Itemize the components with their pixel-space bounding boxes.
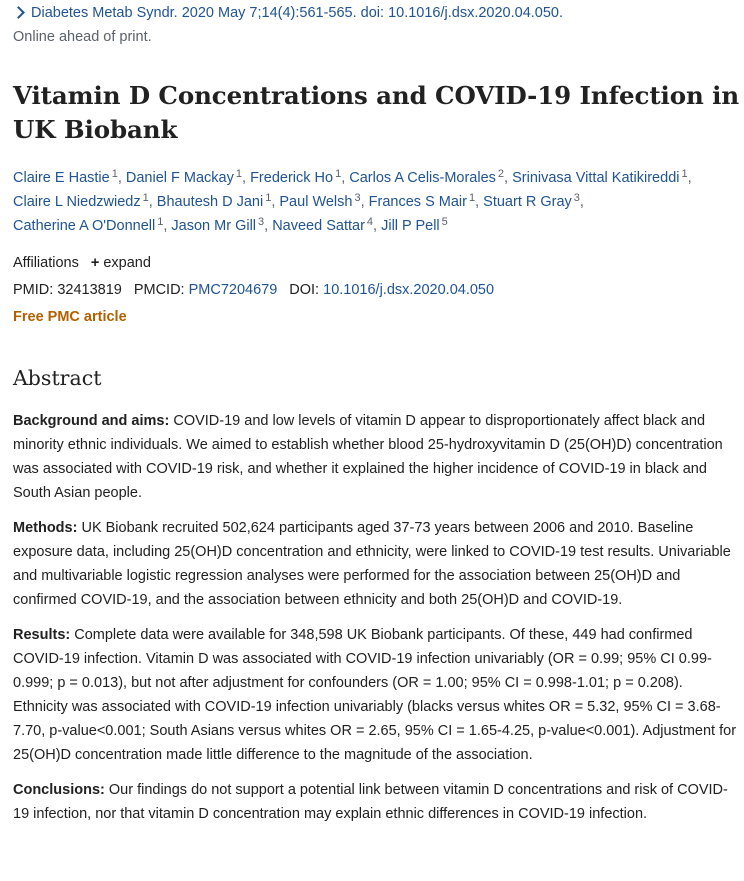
author-name[interactable]: Stuart R Gray — [483, 194, 572, 210]
affiliation-number[interactable]: 1 — [111, 168, 118, 180]
affiliation-number[interactable]: 1 — [335, 168, 342, 180]
author-name[interactable]: Daniel F Mackay — [125, 170, 234, 186]
affiliation-number[interactable]: 1 — [681, 168, 688, 180]
abstract-section-background: Background and aims: COVID-19 and low le… — [13, 409, 741, 505]
journal-citation-text[interactable]: Diabetes Metab Syndr. 2020 May 7;14(4):5… — [31, 5, 564, 21]
pmcid-link[interactable]: PMC7204679 — [188, 282, 278, 298]
author-name[interactable]: Srinivasa Vittal Katikireddi — [512, 170, 680, 186]
affiliations-row: Affiliations + expand — [13, 252, 741, 274]
abstract-section-results: Results: Complete data were available fo… — [13, 623, 741, 767]
affiliations-label: Affiliations — [13, 255, 79, 271]
abstract-body: Background and aims: COVID-19 and low le… — [13, 409, 741, 826]
article-page: Diabetes Metab Syndr. 2020 May 7;14(4):5… — [12, 0, 741, 826]
author-link[interactable]: Frederick Ho 1 — [250, 168, 342, 187]
author-link[interactable]: Jason Mr Gill 3 — [171, 216, 265, 235]
author-link[interactable]: Naveed Sattar 4 — [272, 216, 374, 235]
author-link[interactable]: Stuart R Gray 3 — [483, 192, 580, 211]
author-name[interactable]: Claire E Hastie — [13, 170, 110, 186]
author-name[interactable]: Paul Welsh — [279, 194, 353, 210]
publication-status: Online ahead of print. — [13, 29, 152, 45]
abstract-heading: Abstract — [13, 366, 102, 390]
author-link[interactable]: Claire E Hastie 1 — [13, 168, 118, 187]
author-separator: , — [579, 194, 584, 210]
abstract-subtitle: Methods: — [13, 520, 78, 536]
author-separator: , — [271, 194, 280, 210]
author-link[interactable]: Paul Welsh 3 — [279, 192, 361, 211]
author-link[interactable]: Carlos A Celis-Morales 2 — [349, 168, 505, 187]
author-separator: , — [242, 170, 251, 186]
pmid-value: 32413819 — [57, 282, 122, 298]
pmcid-label: PMCID: — [133, 282, 185, 298]
author-separator: , — [504, 170, 513, 186]
article-title: Vitamin D Concentrations and COVID-19 In… — [13, 81, 740, 144]
author-name[interactable]: Frederick Ho — [250, 170, 334, 186]
author-separator: , — [148, 194, 157, 210]
author-name[interactable]: Catherine A O'Donnell — [13, 218, 156, 234]
affiliation-number[interactable]: 1 — [142, 192, 149, 204]
identifiers-row: PMID: 32413819 PMCID: PMC7204679 DOI: 10.1… — [13, 279, 741, 301]
affiliation-number[interactable]: 3 — [258, 216, 265, 228]
abstract-text: COVID-19 and low levels of vitamin D app… — [13, 413, 723, 501]
author-separator: , — [373, 218, 382, 234]
abstract-section-methods: Methods: UK Biobank recruited 502,624 pa… — [13, 516, 741, 612]
author-separator: , — [163, 218, 172, 234]
author-link[interactable]: Catherine A O'Donnell 1 — [13, 216, 164, 235]
author-separator: , — [687, 170, 692, 186]
author-name[interactable]: Jill P Pell — [381, 218, 440, 234]
author-link[interactable]: Jill P Pell 5 — [381, 216, 448, 235]
doi-link[interactable]: 10.1016/j.dsx.2020.04.050 — [323, 282, 495, 298]
journal-citation[interactable]: Diabetes Metab Syndr. 2020 May 7;14(4):5… — [12, 2, 741, 24]
abstract-section-conclusions: Conclusions: Our findings do not support… — [13, 778, 741, 826]
abstract-subtitle: Conclusions: — [13, 782, 105, 798]
affiliation-number[interactable]: 4 — [366, 216, 374, 228]
abstract-subtitle: Results: — [13, 627, 71, 643]
affiliation-number[interactable]: 1 — [265, 192, 272, 204]
author-separator: , — [475, 194, 484, 210]
pmid-label: PMID: — [13, 282, 54, 298]
author-name[interactable]: Jason Mr Gill — [171, 218, 257, 234]
author-name[interactable]: Carlos A Celis-Morales — [349, 170, 496, 186]
expand-label[interactable]: expand — [103, 255, 151, 271]
expand-affiliations-button[interactable]: + expand — [91, 255, 151, 271]
author-separator: , — [360, 194, 369, 210]
author-name[interactable]: Naveed Sattar — [272, 218, 365, 234]
author-name[interactable]: Bhautesh D Jani — [156, 194, 264, 210]
author-link[interactable]: Daniel F Mackay 1 — [125, 168, 242, 187]
author-separator: , — [264, 218, 273, 234]
plus-icon: + — [90, 255, 100, 271]
affiliation-number[interactable]: 1 — [235, 168, 242, 180]
affiliation-number[interactable]: 3 — [354, 192, 361, 204]
author-separator: , — [117, 170, 126, 186]
abstract-text: UK Biobank recruited 502,624 participant… — [13, 520, 731, 608]
author-name[interactable]: Frances S Mair — [368, 194, 467, 210]
doi-label: DOI: — [289, 282, 320, 298]
chevron-right-icon[interactable] — [12, 6, 25, 20]
affiliation-number[interactable]: 1 — [468, 192, 476, 204]
author-link[interactable]: Claire L Niedzwiedz 1 — [13, 192, 149, 211]
abstract-text: Complete data were available for 348,598… — [13, 627, 737, 763]
abstract-text: Our findings do not support a potential … — [13, 782, 728, 822]
affiliation-number[interactable]: 1 — [157, 216, 164, 228]
author-link[interactable]: Srinivasa Vittal Katikireddi 1 — [512, 168, 688, 187]
author-link[interactable]: Bhautesh D Jani 1 — [156, 192, 272, 211]
abstract-subtitle: Background and aims: — [13, 413, 170, 429]
affiliation-number[interactable]: 5 — [441, 216, 448, 228]
affiliation-number[interactable]: 3 — [573, 192, 580, 204]
author-name[interactable]: Claire L Niedzwiedz — [13, 194, 141, 210]
author-separator: , — [341, 170, 350, 186]
affiliation-number[interactable]: 2 — [497, 168, 505, 180]
authors-list: Claire E Hastie 1, Daniel F Mackay 1, Fred… — [13, 166, 741, 238]
free-pmc-article-badge[interactable]: Free PMC article — [13, 309, 127, 325]
author-link[interactable]: Frances S Mair 1 — [368, 192, 476, 211]
